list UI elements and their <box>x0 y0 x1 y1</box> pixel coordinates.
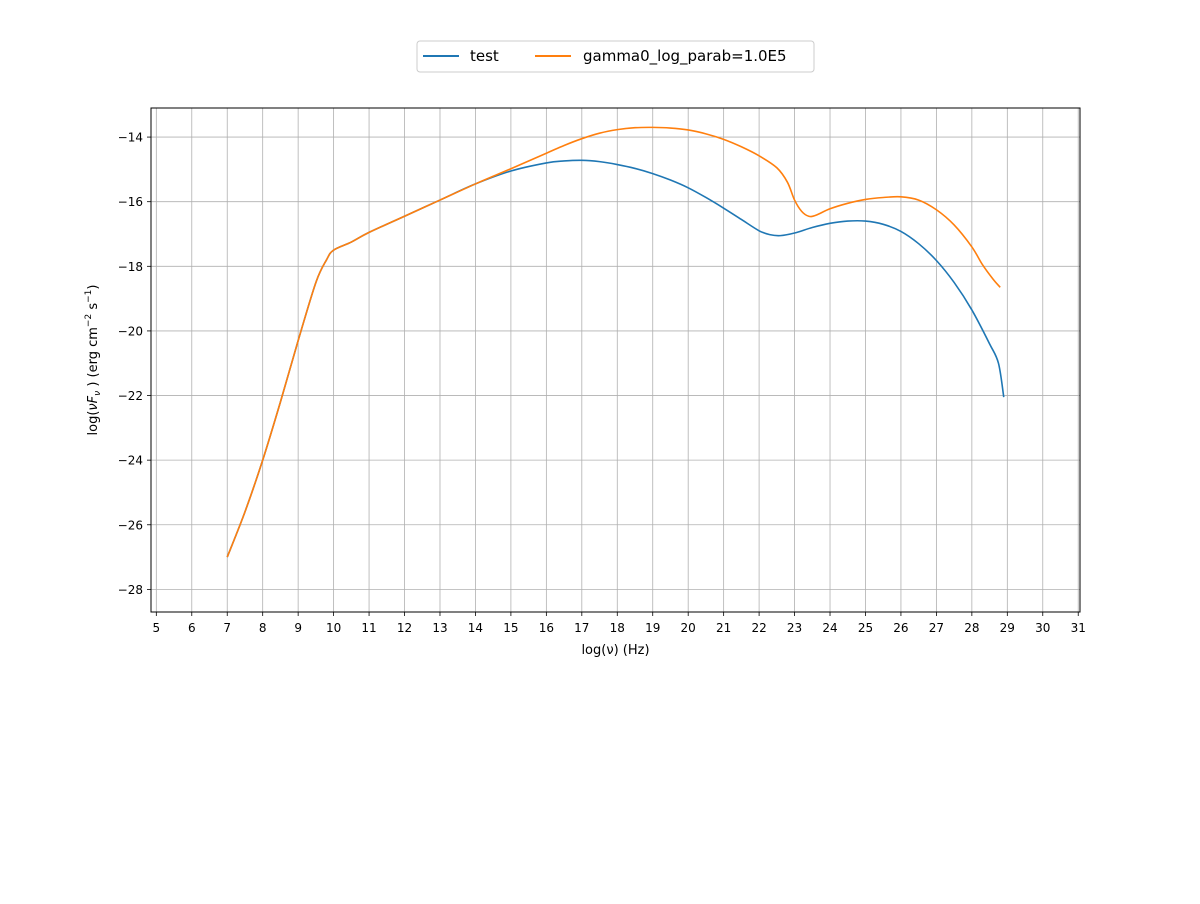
grid-layer <box>151 108 1080 612</box>
y-tick-label: −14 <box>118 131 143 145</box>
x-tick-label: 5 <box>152 621 160 635</box>
plot-frame <box>150 107 1081 613</box>
x-tick-label: 23 <box>787 621 802 635</box>
x-tick-label: 12 <box>397 621 412 635</box>
x-tick-label: 26 <box>893 621 908 635</box>
y-tick-label: −26 <box>118 518 143 532</box>
x-tick-label: 21 <box>716 621 731 635</box>
x-axis-label: log(ν) (Hz) <box>581 643 649 658</box>
legend: test gamma0_log_parab=1.0E5 <box>416 40 815 73</box>
x-tick-label: 31 <box>1071 621 1086 635</box>
y-tick-label: −16 <box>118 195 143 209</box>
x-tick-label: 9 <box>294 621 302 635</box>
legend-frame <box>416 40 815 73</box>
legend-label-test: test <box>470 47 499 65</box>
x-tick-label: 25 <box>858 621 873 635</box>
x-tick-label: 22 <box>751 621 766 635</box>
series-line-gamma0-log-parab <box>226 126 1001 558</box>
x-tick-label: 15 <box>503 621 518 635</box>
series-layer <box>226 126 1005 558</box>
x-tick-label: 24 <box>822 621 837 635</box>
x-tick-label: 11 <box>361 621 376 635</box>
y-tick-label: −28 <box>118 583 143 597</box>
y-axis-label: log(νFν ) (erg cm−2 s−1) <box>84 285 103 436</box>
x-tick-label: 19 <box>645 621 660 635</box>
y-tick-label: −18 <box>118 260 143 274</box>
x-tick-label: 17 <box>574 621 589 635</box>
y-tick-label: −22 <box>118 389 143 403</box>
tick-layer: 5 6 7 8 9 10 11 12 13 14 15 16 17 18 19 20 21 22 23 24 25 26 2… <box>118 131 1086 635</box>
x-tick-label: 29 <box>1000 621 1015 635</box>
x-tick-label: 8 <box>259 621 267 635</box>
x-tick-label: 10 <box>326 621 341 635</box>
x-tick-label: 7 <box>223 621 231 635</box>
x-tick-label: 18 <box>610 621 625 635</box>
y-tick-label: −24 <box>118 454 143 468</box>
x-tick-label: 6 <box>188 621 196 635</box>
x-tick-label: 28 <box>964 621 979 635</box>
x-tick-label: 14 <box>468 621 483 635</box>
x-tick-label: 16 <box>539 621 554 635</box>
x-tick-label: 13 <box>432 621 447 635</box>
x-tick-label: 20 <box>681 621 696 635</box>
legend-label-gamma0: gamma0_log_parab=1.0E5 <box>583 47 787 66</box>
y-tick-label: −20 <box>118 324 143 338</box>
x-tick-label: 30 <box>1035 621 1050 635</box>
x-tick-label: 27 <box>929 621 944 635</box>
